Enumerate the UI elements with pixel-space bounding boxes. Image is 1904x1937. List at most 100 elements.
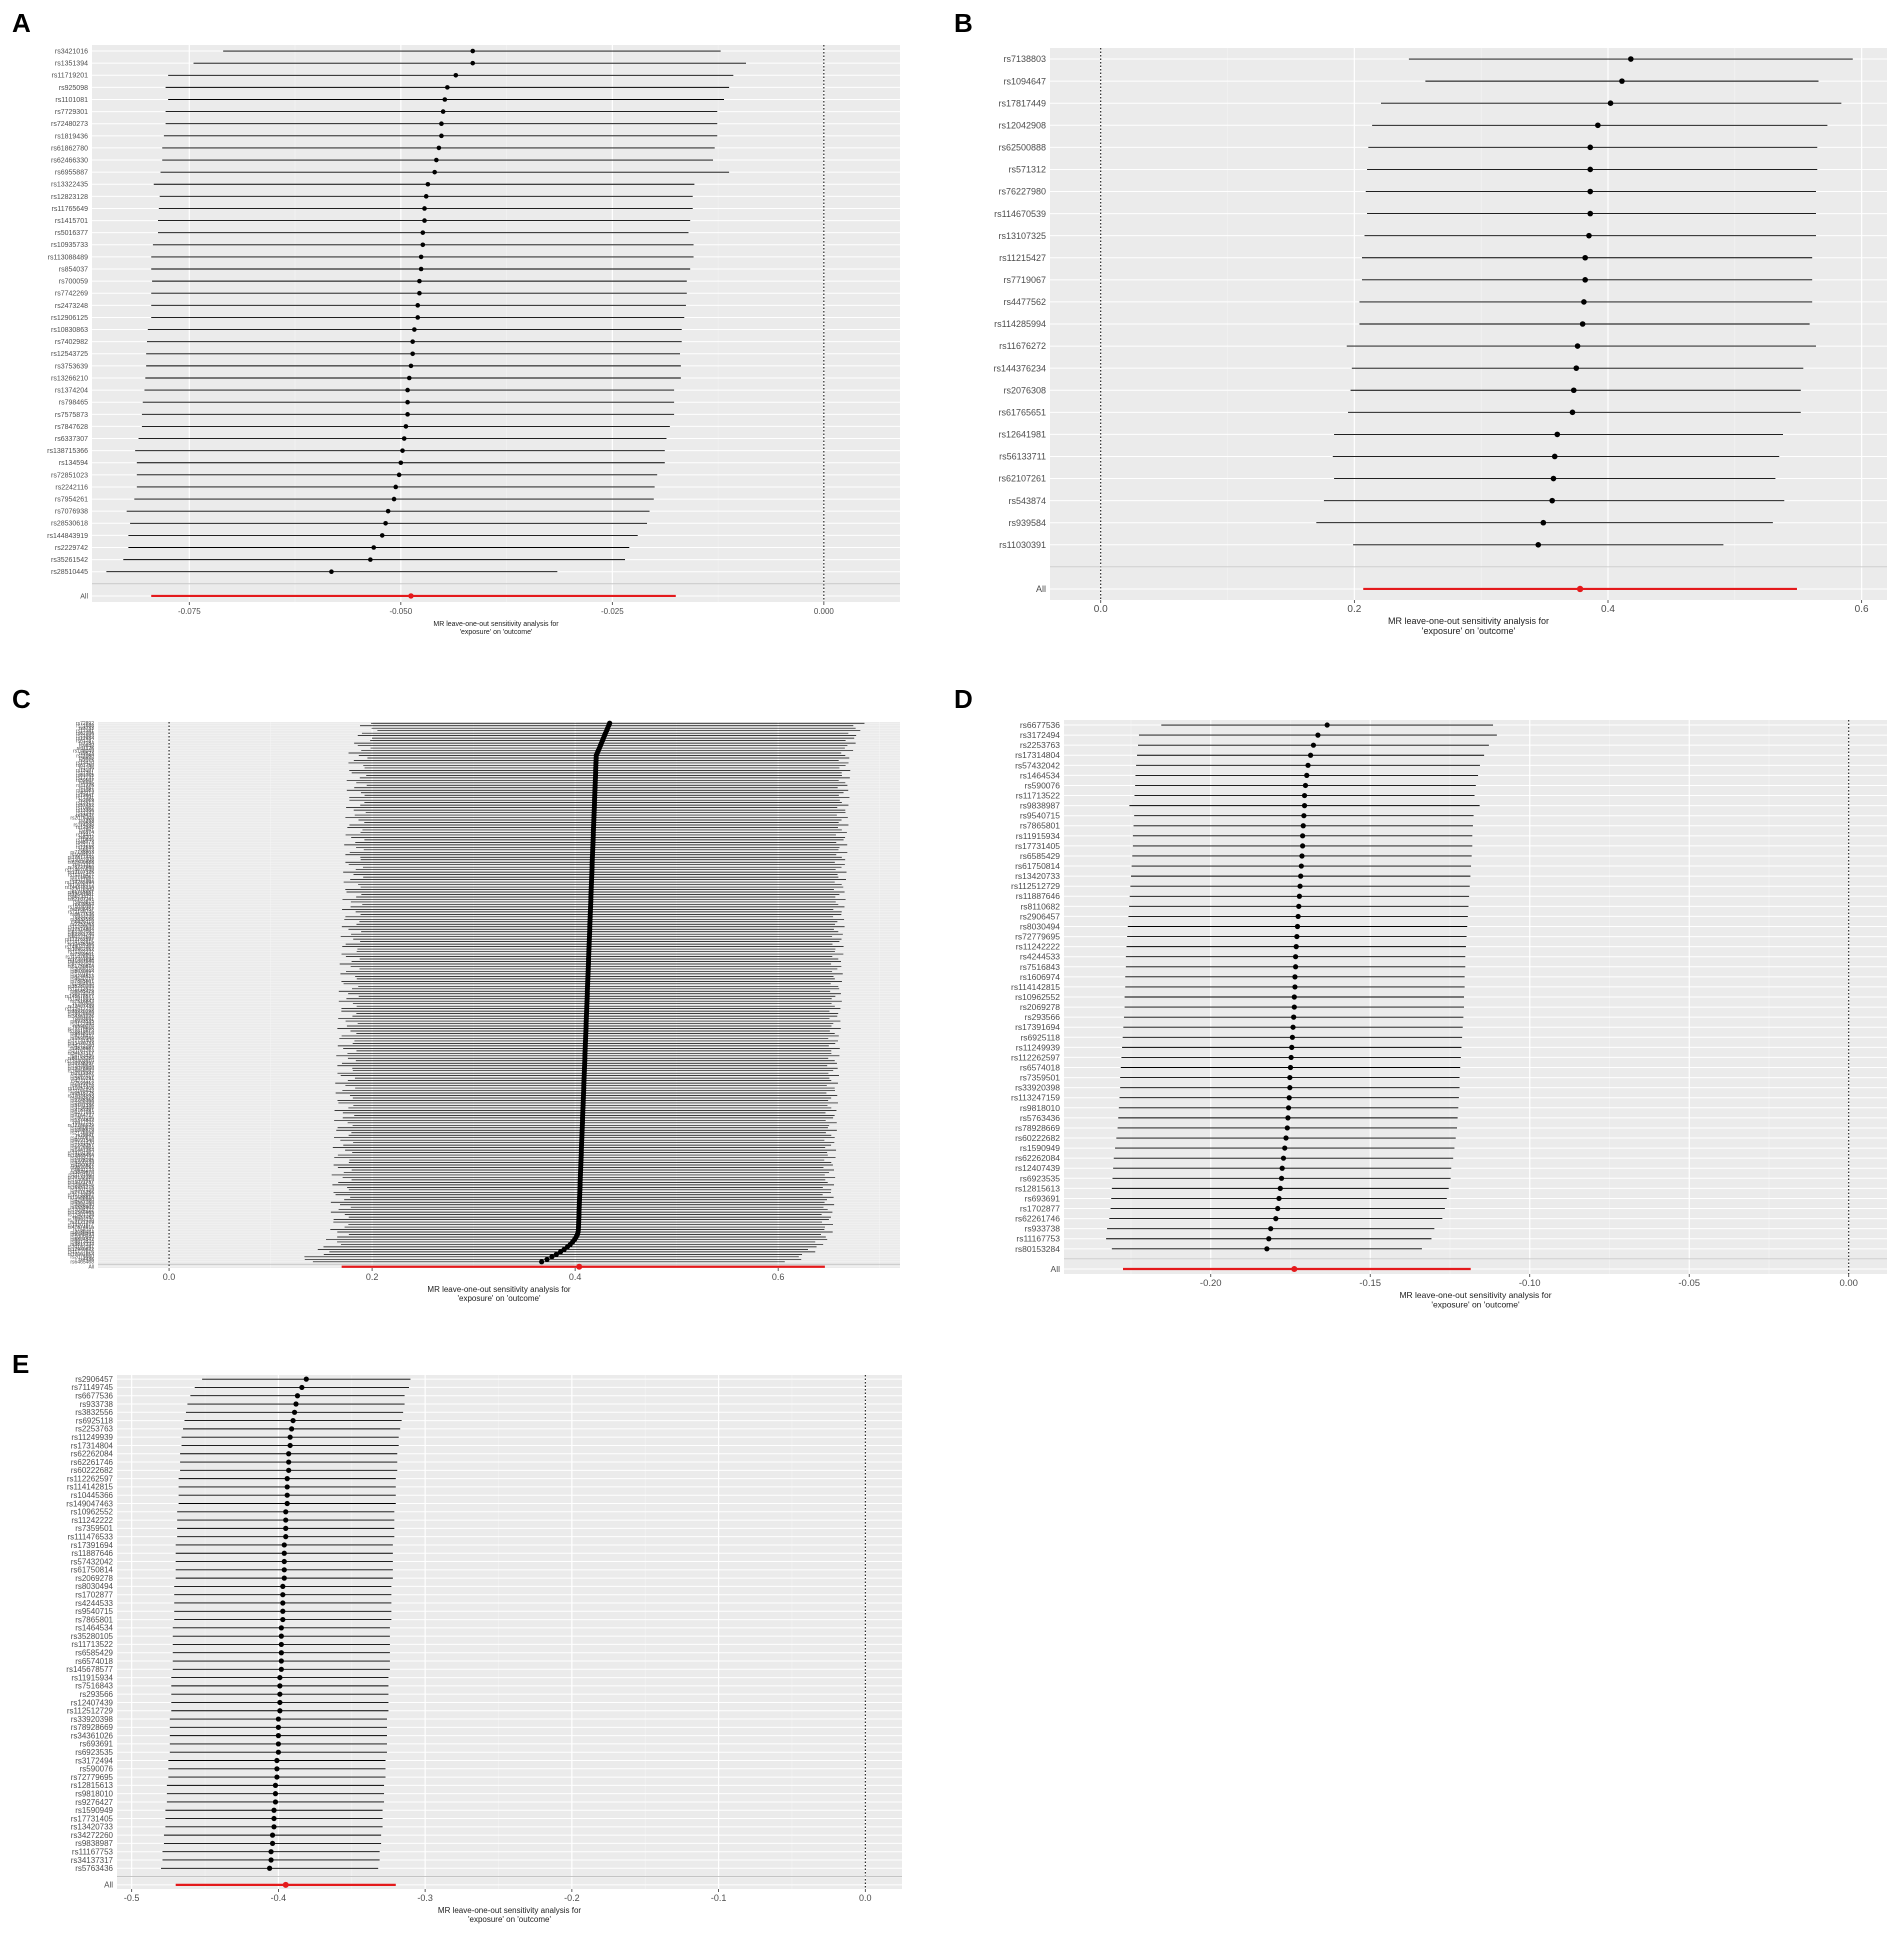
snp-point <box>1295 913 1301 920</box>
snp-point <box>293 1401 299 1407</box>
snp-label: rs1464534 <box>70 982 94 988</box>
snp-label: rs6974 <box>79 830 95 836</box>
snp-label: rs590076 <box>80 1765 114 1774</box>
snp-point <box>1292 954 1299 960</box>
snp-point <box>275 1749 282 1755</box>
panel-e: E rs2906457 rs71149745 rs6677536 rs933738 rs… <box>0 1345 920 1937</box>
snp-point <box>470 48 476 54</box>
snp-point <box>1579 321 1586 327</box>
snp-point <box>405 412 410 417</box>
snp-point <box>1315 732 1321 738</box>
snp-label: rs6574018 <box>75 1657 113 1666</box>
snp-label: rs72892 <box>76 721 94 727</box>
snp-label: rs62261746 <box>71 1458 114 1467</box>
snp-label: rs11242222 <box>68 949 94 955</box>
snp-label: rs144376234 <box>65 885 94 891</box>
snp-label: rs59507 <box>76 778 94 784</box>
x-axis-title-line-1: MR leave-one-out sensitivity analysis fo… <box>1399 1290 1551 1300</box>
snp-label: rs9818010 <box>70 1031 94 1037</box>
snp-point <box>1581 299 1587 305</box>
snp-point <box>1582 254 1588 261</box>
snp-label: rs10962552 <box>1015 992 1060 1002</box>
snp-point <box>284 1484 290 1490</box>
snp-label: rs9540715 <box>75 1607 113 1616</box>
snp-label: rs7719067 <box>70 875 94 881</box>
snp-point <box>379 533 385 538</box>
snp-label: rs11249939 <box>68 925 94 931</box>
snp-point <box>1301 813 1307 819</box>
snp-point <box>1301 803 1308 809</box>
snp-label: rs9523 <box>79 751 95 757</box>
snp-point <box>403 424 409 429</box>
snp-point <box>329 569 334 575</box>
snp-label: rs571312 <box>73 862 94 868</box>
snp-label: rs2253763 <box>70 922 94 928</box>
snp-label: rs72779695 <box>68 1026 95 1032</box>
snp-point <box>1280 1155 1287 1161</box>
snp-label: rs11126 <box>77 746 95 752</box>
snp-label: rs56133711 <box>999 452 1046 462</box>
snp-point <box>470 60 476 66</box>
snp-label: rs1101081 <box>55 97 88 104</box>
snp-label: rs1702877 <box>70 972 94 978</box>
snp-label: rs2075 <box>79 758 95 764</box>
snp-point <box>289 1426 295 1432</box>
plot-background <box>117 1375 902 1889</box>
snp-label: rs57432042 <box>68 962 95 968</box>
snp-label: rs12042908 <box>68 857 95 863</box>
snp-label: rs4477562 <box>70 877 94 883</box>
snp-label: rs4787491 <box>70 1108 94 1114</box>
snp-label: rs7359 <box>79 818 95 824</box>
snp-label: rs17731 <box>76 776 94 782</box>
x-axis-title: MR leave-one-out sensitivity analysis fo… <box>433 621 559 636</box>
snp-label: rs3733 <box>79 726 95 732</box>
snp-point <box>1302 782 1309 789</box>
snp-label: rs11676272 <box>68 882 94 888</box>
snp-point <box>280 1600 286 1606</box>
overall-point <box>1291 1265 1298 1272</box>
snp-point <box>280 1616 286 1623</box>
snp-point <box>405 387 410 393</box>
snp-label: rs12429545 <box>68 1063 95 1069</box>
snp-label: rs1590949 <box>75 1806 113 1815</box>
snp-label: rs62261746 <box>1015 1214 1060 1224</box>
snp-label: rs13107325 <box>998 231 1046 241</box>
snp-label: rs14447 <box>76 833 94 839</box>
snp-label: rs62262084 <box>68 929 95 935</box>
snp-point <box>410 339 415 344</box>
snp-label: rs112262597 <box>67 1474 114 1483</box>
snp-point <box>1291 1014 1297 1020</box>
snp-point <box>286 1467 292 1473</box>
snp-point <box>1300 833 1306 839</box>
snp-label: rs7138803 <box>1003 54 1046 64</box>
snp-label: rs4477562 <box>1003 297 1046 307</box>
snp-label: rs34272260 <box>71 1831 114 1840</box>
snp-point <box>1299 853 1305 859</box>
snp-label: rs16951275 <box>68 1185 95 1191</box>
snp-label: rs34137317 <box>68 1051 95 1057</box>
overall-label: All <box>1036 584 1046 594</box>
snp-label: rs7599312 <box>70 1081 94 1087</box>
snp-label: rs9914578 <box>70 1083 94 1089</box>
x-tick-label: -0.4 <box>271 1893 287 1903</box>
snp-label: rs17381 <box>76 728 94 734</box>
snp-label: rs8030494 <box>1020 921 1060 931</box>
snp-point <box>383 520 388 526</box>
snp-label: rs78928669 <box>1015 1123 1060 1133</box>
snp-label: rs61750814 <box>1015 861 1060 871</box>
snp-label: rs7865801 <box>70 979 94 985</box>
snp-point <box>420 230 426 235</box>
snp-point <box>281 1542 287 1548</box>
snp-point <box>415 303 421 308</box>
overall-label: All <box>80 593 88 600</box>
snp-label: rs33920398 <box>1015 1083 1060 1093</box>
snp-point <box>1569 409 1576 416</box>
snp-label: rs758747 <box>73 1227 94 1233</box>
snp-label: rs11057405 <box>68 1086 94 1092</box>
snp-point <box>422 218 427 223</box>
snp-point <box>1535 542 1542 548</box>
snp-label: rs11242222 <box>71 1516 113 1525</box>
snp-label: rs3817334 <box>70 1242 94 1248</box>
snp-label: rs3832556 <box>70 917 94 923</box>
snp-label: rs10968576 <box>68 1183 95 1189</box>
